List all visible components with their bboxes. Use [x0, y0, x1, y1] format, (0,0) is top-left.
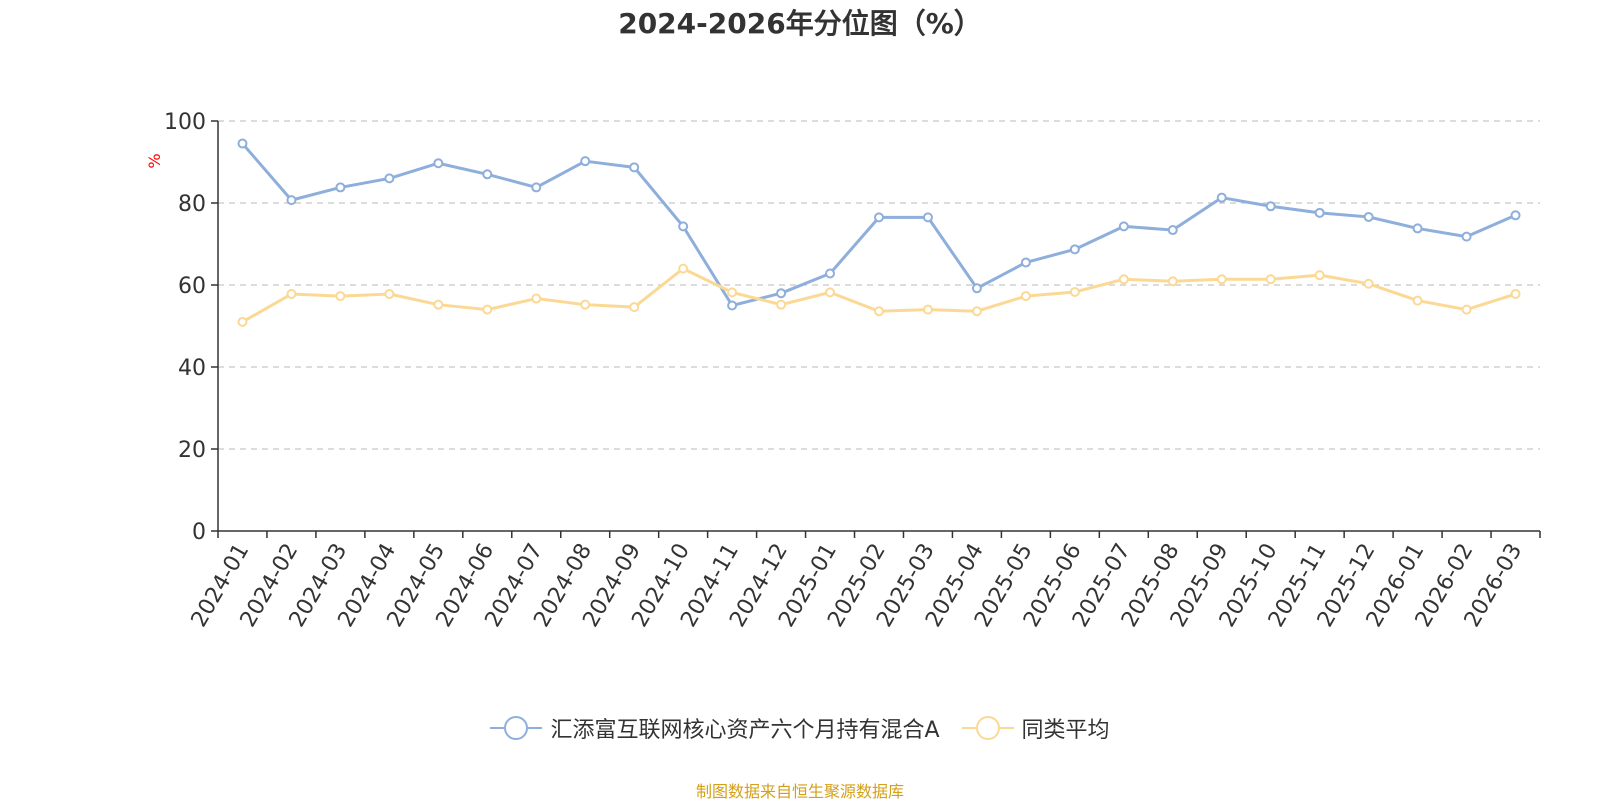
data-point-0-2024-03[interactable]: [335, 182, 346, 193]
data-point-0-2024-01[interactable]: [237, 138, 248, 149]
source-note: 制图数据来自恒生聚源数据库: [695, 782, 904, 801]
y-tick-label-60: 60: [178, 274, 206, 299]
data-point-1-2025-04[interactable]: [971, 306, 982, 317]
data-point-1-2025-06[interactable]: [1069, 286, 1080, 297]
data-point-1-2024-06[interactable]: [482, 304, 493, 315]
data-point-0-2024-08[interactable]: [580, 156, 591, 167]
legend-label-fund: 汇添富互联网核心资产六个月持有混合A: [550, 718, 940, 743]
series-line-0: [241, 142, 1517, 307]
data-point-1-2025-09[interactable]: [1216, 274, 1227, 285]
legend-label-peer-average: 同类平均: [1021, 718, 1110, 743]
data-point-1-2025-11[interactable]: [1314, 270, 1325, 281]
y-tick-label-100: 100: [164, 110, 206, 135]
legend-item-fund[interactable]: 汇添富互联网核心资产六个月持有混合A: [490, 712, 940, 744]
data-point-0-2026-03[interactable]: [1510, 210, 1521, 221]
data-point-1-2025-08[interactable]: [1167, 276, 1178, 287]
data-point-0-2024-11[interactable]: [727, 300, 738, 311]
y-tick-label-20: 20: [178, 438, 206, 463]
data-point-0-2024-09[interactable]: [629, 162, 640, 173]
data-point-1-2025-01[interactable]: [825, 287, 836, 298]
data-point-1-2024-08[interactable]: [580, 299, 591, 310]
data-point-1-2024-01[interactable]: [237, 316, 248, 327]
data-point-0-2025-04[interactable]: [971, 283, 982, 294]
y-tick-label-80: 80: [178, 192, 206, 217]
axes: [211, 120, 1541, 538]
data-point-1-2025-02[interactable]: [874, 306, 884, 317]
y-tick-labels: 0 20 40 60 80 100: [164, 110, 206, 545]
series-1: [237, 263, 1521, 327]
data-point-0-2024-07[interactable]: [531, 182, 542, 193]
y-tick-label-0: 0: [192, 520, 206, 545]
legend-marker-peer-average: [961, 716, 1014, 740]
x-tick-labels: 2024-012024-022024-032024-042024-052024-…: [187, 539, 1528, 631]
data-point-1-2025-10[interactable]: [1265, 274, 1276, 285]
legend: 汇添富互联网核心资产六个月持有混合A 同类平均: [0, 712, 1600, 744]
data-point-1-2024-07[interactable]: [531, 293, 542, 304]
data-point-0-2025-10[interactable]: [1265, 201, 1276, 212]
data-point-1-2024-04[interactable]: [384, 289, 395, 300]
data-point-1-2026-01[interactable]: [1412, 295, 1423, 306]
data-point-1-2024-02[interactable]: [286, 289, 297, 300]
data-point-0-2025-08[interactable]: [1167, 225, 1178, 236]
data-point-0-2025-06[interactable]: [1069, 244, 1080, 255]
series-0: [237, 138, 1521, 311]
data-point-1-2025-07[interactable]: [1118, 274, 1129, 285]
data-point-0-2025-11[interactable]: [1314, 207, 1325, 218]
y-tick-label-40: 40: [178, 356, 206, 381]
data-point-0-2024-12[interactable]: [776, 288, 787, 299]
grid-lines: [218, 120, 1540, 450]
data-point-0-2025-07[interactable]: [1118, 221, 1129, 232]
data-point-1-2024-11[interactable]: [727, 287, 738, 298]
data-point-1-2025-12[interactable]: [1363, 278, 1374, 289]
data-point-1-2026-02[interactable]: [1461, 304, 1472, 315]
y-axis-label: %: [145, 153, 164, 168]
data-point-0-2024-05[interactable]: [433, 158, 444, 169]
data-point-1-2024-05[interactable]: [433, 299, 444, 310]
data-series: [237, 138, 1521, 327]
data-point-0-2026-02[interactable]: [1461, 231, 1472, 242]
data-point-0-2024-06[interactable]: [482, 169, 493, 180]
chart-title: 2024-2026年分位图（%）: [618, 7, 982, 40]
data-point-0-2025-03[interactable]: [922, 212, 933, 223]
data-point-0-2024-04[interactable]: [384, 173, 395, 184]
legend-item-peer-average[interactable]: 同类平均: [961, 712, 1110, 744]
data-point-0-2025-01[interactable]: [825, 268, 836, 279]
data-point-0-2025-09[interactable]: [1216, 192, 1227, 203]
data-point-0-2024-02[interactable]: [286, 195, 297, 206]
data-point-1-2025-05[interactable]: [1020, 291, 1031, 302]
data-point-0-2025-02[interactable]: [874, 212, 884, 223]
data-point-1-2025-03[interactable]: [922, 304, 933, 315]
data-point-1-2024-10[interactable]: [678, 263, 689, 274]
data-point-0-2025-12[interactable]: [1363, 211, 1374, 222]
data-point-1-2024-03[interactable]: [335, 291, 346, 302]
data-point-1-2024-09[interactable]: [629, 302, 640, 313]
data-point-1-2026-03[interactable]: [1510, 289, 1521, 300]
data-point-0-2025-05[interactable]: [1020, 257, 1031, 268]
legend-marker-fund: [490, 716, 543, 740]
data-point-1-2024-12[interactable]: [776, 299, 787, 310]
data-point-0-2024-10[interactable]: [678, 221, 689, 232]
data-point-0-2026-01[interactable]: [1412, 223, 1423, 234]
